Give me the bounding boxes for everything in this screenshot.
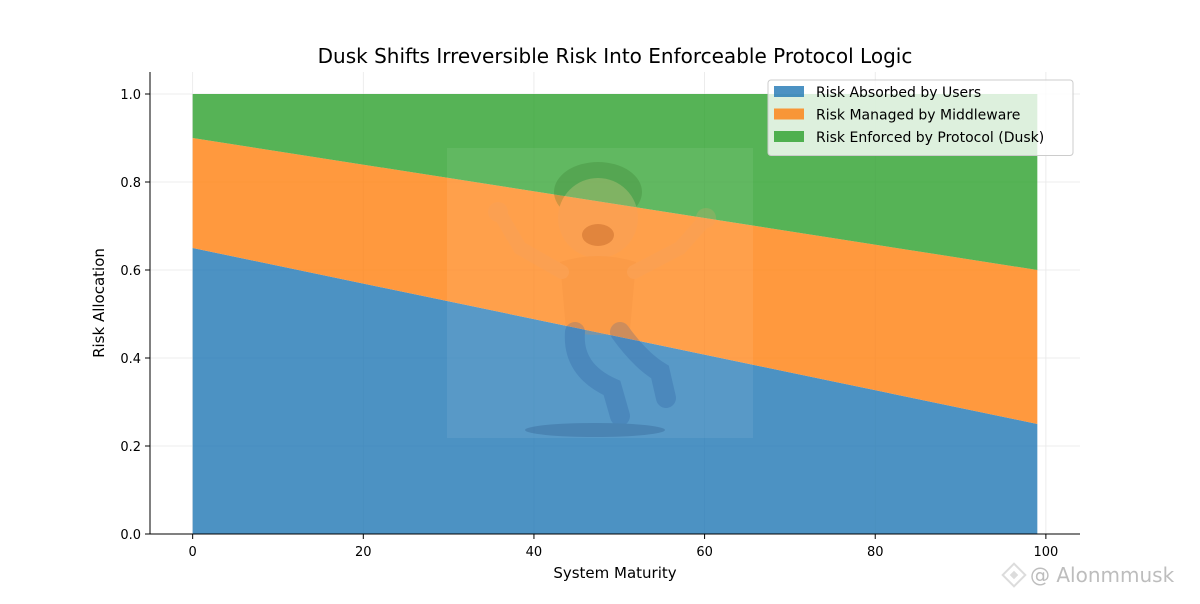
x-tick-label-0: 0 <box>189 545 197 560</box>
y-tick-label-2: 0.4 <box>120 352 141 367</box>
x-tick-label-3: 60 <box>696 545 713 560</box>
legend-label-2: Risk Managed by Middleware <box>816 108 1020 124</box>
watermark: @ Alonmmusk <box>1001 562 1175 588</box>
legend-label-3: Risk Enforced by Protocol (Dusk) <box>816 130 1044 146</box>
character-figure-icon <box>488 162 716 437</box>
legend: Risk Absorbed by Users Risk Managed by Mi… <box>767 79 1074 156</box>
area-series-2 <box>192 138 1038 424</box>
legend-label-1: Risk Absorbed by Users <box>816 85 981 101</box>
x-tick-label-5: 100 <box>1033 545 1058 560</box>
legend-swatch-2 <box>774 108 804 120</box>
legend-swatch-1 <box>774 86 804 97</box>
y-tick-label-5: 1.0 <box>120 88 141 103</box>
binance-logo-icon <box>1001 562 1027 588</box>
area-series-1 <box>192 248 1038 534</box>
tick-labels: 0 20 40 60 80 100 0.0 0.2 0.4 0.6 0.8 1.0 <box>120 88 1058 560</box>
axes <box>145 72 1080 539</box>
y-axis-label: Risk Allocation <box>90 248 108 358</box>
y-tick-label-1: 0.2 <box>120 440 141 455</box>
legend-swatch-3 <box>774 131 804 142</box>
x-tick-label-1: 20 <box>355 545 372 560</box>
y-tick-label-0: 0.0 <box>120 528 141 543</box>
x-tick-label-2: 40 <box>526 545 543 560</box>
y-tick-label-4: 0.8 <box>120 176 141 191</box>
x-tick-label-4: 80 <box>867 545 884 560</box>
legend-box <box>767 79 1074 156</box>
area-series-group <box>192 94 1038 534</box>
figure-overlay <box>447 148 753 438</box>
watermark-text: @ Alonmmusk <box>1030 563 1175 587</box>
figure-overlay-panel <box>447 148 753 438</box>
chart-title: Dusk Shifts Irreversible Risk Into Enfor… <box>318 44 913 68</box>
x-axis-label: System Maturity <box>553 564 676 582</box>
y-tick-label-3: 0.6 <box>120 264 141 279</box>
